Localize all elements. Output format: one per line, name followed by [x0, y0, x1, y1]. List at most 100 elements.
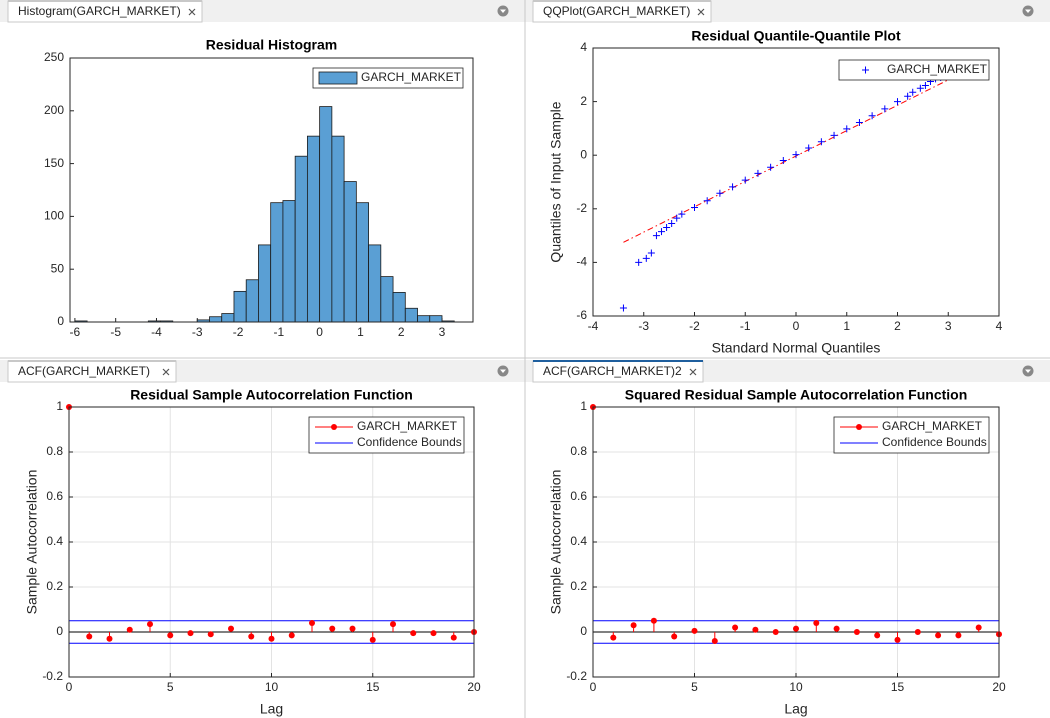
chart-title: Residual Sample Autocorrelation Function — [130, 387, 413, 403]
legend-label: GARCH_MARKET — [361, 70, 462, 84]
legend-box — [308, 416, 465, 454]
stem-marker — [390, 621, 396, 628]
stem-marker — [349, 625, 356, 632]
qq-point — [668, 220, 676, 228]
histogram-bar — [343, 181, 357, 323]
y-tick-label: 0 — [56, 624, 63, 638]
x-tick-label: 4 — [996, 319, 1003, 333]
histogram-bar — [209, 316, 223, 323]
plot-content — [619, 72, 959, 312]
x-tick-label: 0 — [66, 680, 73, 694]
qq-point — [716, 189, 724, 197]
y-tick-label: 2 — [580, 94, 587, 108]
stem-marker — [167, 632, 174, 639]
y-tick-label: 0.2 — [570, 579, 587, 593]
stem-marker — [793, 625, 799, 632]
stem-marker — [853, 629, 860, 635]
y-tick-label: 1 — [56, 399, 63, 413]
tab-label[interactable]: ACF(GARCH_MARKET)2 — [543, 364, 682, 378]
y-tick-label: 4 — [580, 40, 587, 54]
stem-marker — [772, 629, 779, 635]
y-tick-label: 100 — [44, 209, 64, 223]
tab-close[interactable] — [697, 8, 705, 16]
x-tick-label: -2 — [689, 319, 700, 333]
legend-swatch — [331, 424, 337, 430]
plot-content — [66, 404, 477, 644]
qq-point — [729, 183, 737, 191]
stem-marker — [671, 633, 678, 640]
x-axis-label: Lag — [784, 701, 807, 717]
histogram-bar — [429, 315, 443, 323]
y-tick-label: 0.6 — [46, 489, 63, 503]
legend-label: GARCH_MARKET — [887, 62, 988, 76]
tab-close[interactable] — [188, 8, 196, 16]
qq-point — [779, 157, 787, 165]
legend-swatch — [318, 71, 358, 85]
histogram-bar — [319, 106, 333, 323]
x-tick-label: 2 — [398, 325, 405, 339]
stem-marker — [711, 638, 718, 644]
qq-point — [754, 169, 762, 177]
qq-point — [703, 197, 711, 205]
x-tick-label: -4 — [588, 319, 599, 333]
legend-label: Confidence Bounds — [882, 435, 987, 449]
stem-marker — [126, 626, 133, 633]
panel-menu-arrow — [500, 9, 506, 13]
tab-accent — [8, 360, 176, 362]
y-axis-label: Sample Autocorrelation — [548, 470, 564, 615]
y-tick-label: 0.6 — [570, 489, 587, 503]
qq-point — [663, 224, 671, 232]
y-tick-label: 0 — [57, 314, 64, 328]
panel-menu-arrow — [1025, 9, 1031, 13]
x-tick-label: 10 — [265, 680, 279, 694]
y-tick-label: 150 — [44, 156, 64, 170]
histogram-bar — [306, 135, 321, 323]
stem-marker — [228, 625, 234, 632]
x-tick-label: 10 — [789, 680, 803, 694]
tab-close[interactable] — [689, 368, 697, 376]
qq-point — [673, 214, 681, 222]
x-tick-label: 0 — [590, 680, 597, 694]
tab-close[interactable] — [162, 368, 170, 376]
stem-marker — [650, 617, 657, 624]
stem-marker — [610, 634, 617, 641]
qq-point — [691, 203, 698, 211]
x-tick-label: 15 — [891, 680, 905, 694]
tab-label[interactable]: QQPlot(GARCH_MARKET) — [543, 4, 690, 18]
stem-marker — [752, 626, 759, 633]
legend-box — [838, 59, 990, 81]
y-tick-label: 1 — [580, 399, 587, 413]
x-tick-label: -6 — [70, 325, 81, 339]
tab-label[interactable]: ACF(GARCH_MARKET) — [18, 364, 150, 378]
x-tick-label: 3 — [439, 325, 446, 339]
histogram-bar — [282, 200, 296, 323]
x-tick-label: 5 — [167, 680, 174, 694]
x-axis-label: Standard Normal Quantiles — [712, 340, 881, 356]
qq-point — [658, 228, 666, 236]
histogram-bar — [294, 155, 308, 323]
legend-swatch — [856, 424, 862, 430]
qq-point — [619, 304, 627, 312]
stem-marker — [288, 632, 295, 639]
y-tick-label: 0 — [580, 624, 587, 638]
plot-area — [593, 48, 999, 316]
y-tick-label: 250 — [44, 50, 64, 64]
qq-point — [830, 131, 838, 139]
qq-point — [741, 176, 749, 184]
stem-marker — [630, 622, 637, 629]
stem-marker — [894, 636, 901, 643]
stem-marker — [914, 629, 921, 635]
legend-label: GARCH_MARKET — [357, 419, 458, 433]
x-tick-label: 20 — [467, 680, 481, 694]
stem-marker — [187, 630, 194, 637]
y-tick-label: 0.8 — [570, 444, 587, 458]
y-tick-label: 0.4 — [46, 534, 63, 548]
y-tick-label: 0.2 — [46, 579, 63, 593]
x-tick-label: 0 — [316, 325, 323, 339]
axes-box — [592, 47, 1000, 317]
x-tick-label: 0 — [793, 319, 800, 333]
stem-marker — [309, 620, 315, 626]
tab-label[interactable]: Histogram(GARCH_MARKET) — [18, 4, 181, 18]
y-tick-label: -4 — [576, 255, 587, 269]
y-tick-label: 0.8 — [46, 444, 63, 458]
